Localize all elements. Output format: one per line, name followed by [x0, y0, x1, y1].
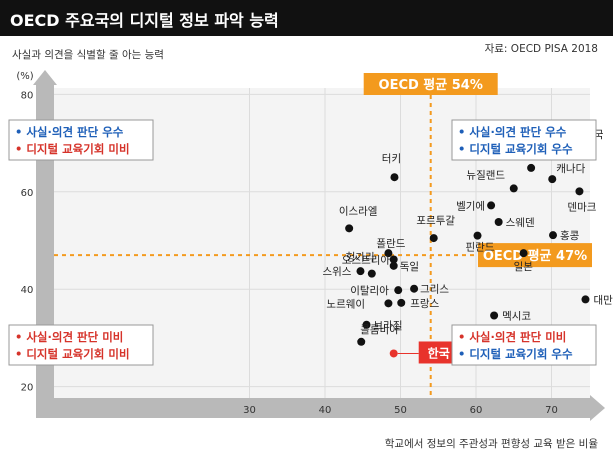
quadrant-text-bottom_left: • 디지털 교육기회 미비: [15, 347, 130, 361]
quadrant-text-top_left: • 디지털 교육기회 미비: [15, 142, 130, 156]
point-label-일본: 일본: [514, 260, 534, 273]
point-label-스웨덴: 스웨덴: [506, 217, 535, 229]
point-label-프랑스: 프랑스: [410, 298, 439, 310]
oecd-y-badge: [478, 243, 592, 268]
y-axis-arrow-head: [33, 70, 57, 85]
point-뉴질랜드: [509, 184, 518, 193]
point-스위스: [356, 267, 365, 276]
point-label-핀란드: 핀란드: [466, 242, 495, 254]
point-label-덴마크: 덴마크: [567, 201, 596, 213]
point-독일: [389, 261, 398, 270]
oecd-x-label: OECD 평균 54%: [379, 77, 483, 93]
source-note: 자료: OECD PISA 2018: [485, 43, 598, 55]
point-프랑스: [397, 298, 406, 307]
quadrant-text-top_right: • 사실·의견 판단 우수: [458, 125, 567, 139]
x-axis-title: 학교에서 정보의 주관성과 편향성 교육 받은 비율: [385, 437, 599, 450]
quadrant-text-bottom_right: • 디지털 교육기회 우수: [458, 347, 573, 361]
oecd-x-badge: [363, 73, 498, 95]
point-그리스: [410, 284, 419, 293]
point-브라질: [362, 320, 371, 329]
point-벨기에: [487, 201, 496, 210]
point-label-터키: 터키: [382, 153, 401, 165]
quadrant-text-top_left: • 사실·의견 판단 우수: [15, 125, 124, 139]
quadrant-text-top_right: • 디지털 교육기회 우수: [458, 142, 573, 156]
point-포르투갈: [429, 234, 438, 243]
point-label-포르투갈: 포르투갈: [416, 214, 455, 227]
x-tick-label: 30: [243, 405, 256, 416]
point-label-폴란드: 폴란드: [376, 238, 405, 250]
point-label-스위스: 스위스: [322, 265, 351, 278]
title-bar: OECD 주요국의 디지털 정보 파악 능력: [0, 0, 613, 36]
oecd-y-label: OECD 평균 47%: [483, 248, 587, 264]
point-한국: [389, 349, 398, 358]
point-label-캐나다: 캐나다: [556, 163, 585, 175]
point-멕시코: [490, 311, 499, 320]
point-label-오스트리아: 오스트리아: [342, 255, 391, 267]
point-label-벨기에: 벨기에: [456, 200, 485, 212]
y-tick-label: 80: [21, 90, 34, 101]
point-label-콜롬비아: 콜롬비아: [360, 324, 399, 336]
y-tick-label: 40: [21, 285, 34, 296]
point-label-브라질: 브라질: [374, 320, 403, 332]
point-label-홍콩: 홍콩: [560, 229, 580, 242]
point-label-이스라엘: 이스라엘: [339, 204, 378, 217]
quadrant-text-bottom_right: • 사실·의견 판단 미비: [458, 330, 566, 344]
oecd-reference-lines: OECD 평균 54% OECD 평균 47%: [54, 73, 592, 398]
chart-title: OECD 주요국의 디지털 정보 파악 능력: [10, 11, 279, 30]
y-axis-title: 사실과 의견을 식별할 줄 아는 능력: [12, 49, 164, 61]
axis-ticks: 30405060708090(%) 10020406080(%): [16, 71, 558, 416]
point-스웨덴: [494, 217, 503, 226]
quadrant-boxes: • 사실·의견 판단 우수 • 디지털 교육기회 미비 • 사실·의견 판단 우수 •…: [8, 119, 597, 366]
x-tick-label: 70: [545, 405, 558, 416]
highlight-badge: [418, 341, 459, 364]
quadrant-box-bottom_left: [8, 324, 154, 366]
point-폴란드: [384, 249, 393, 258]
point-홍콩: [549, 231, 558, 240]
quadrant-box-bottom_right: [451, 324, 597, 366]
point-터키: [390, 173, 399, 182]
point-일본: [519, 249, 528, 258]
point-label-대만: 대만: [593, 294, 613, 306]
point-label-그리스: 그리스: [420, 284, 449, 296]
x-tick-label: 50: [394, 405, 407, 416]
point-label-이탈리아: 이탈리아: [350, 284, 389, 297]
x-tick-label: 60: [470, 405, 483, 416]
x-tick-label: 40: [319, 405, 332, 416]
quadrant-box-top_right: [451, 119, 597, 161]
point-label-노르웨이: 노르웨이: [326, 298, 365, 310]
point-label-뉴질랜드: 뉴질랜드: [466, 169, 505, 181]
point-label-한국: 한국: [428, 345, 450, 360]
x-axis-arrow: [36, 398, 590, 418]
point-label-독일: 독일: [400, 260, 419, 273]
point-label-헝가리: 헝가리: [346, 251, 375, 263]
y-tick-label: 20: [21, 383, 34, 394]
point-헝가리: [389, 255, 398, 264]
y-unit-label: (%): [16, 71, 33, 82]
y-tick-label: 60: [21, 188, 34, 199]
point-영국: [527, 163, 536, 172]
point-핀란드: [473, 231, 482, 240]
point-오스트리아: [367, 269, 376, 278]
point-이스라엘: [345, 224, 354, 233]
point-콜롬비아: [357, 337, 366, 346]
data-points: 미국영국캐나다뉴질랜드덴마크싱가포르벨기에스웨덴터키이스라엘포르투갈핀란드홍콩일…: [322, 129, 613, 364]
point-덴마크: [575, 187, 584, 196]
x-axis-arrow-head: [590, 395, 605, 421]
point-캐나다: [548, 175, 557, 184]
point-대만: [581, 295, 590, 304]
quadrant-box-top_left: [8, 119, 154, 161]
point-이탈리아: [394, 286, 403, 295]
point-label-멕시코: 멕시코: [502, 310, 531, 322]
point-노르웨이: [384, 299, 393, 308]
quadrant-text-bottom_left: • 사실·의견 판단 미비: [15, 330, 123, 344]
